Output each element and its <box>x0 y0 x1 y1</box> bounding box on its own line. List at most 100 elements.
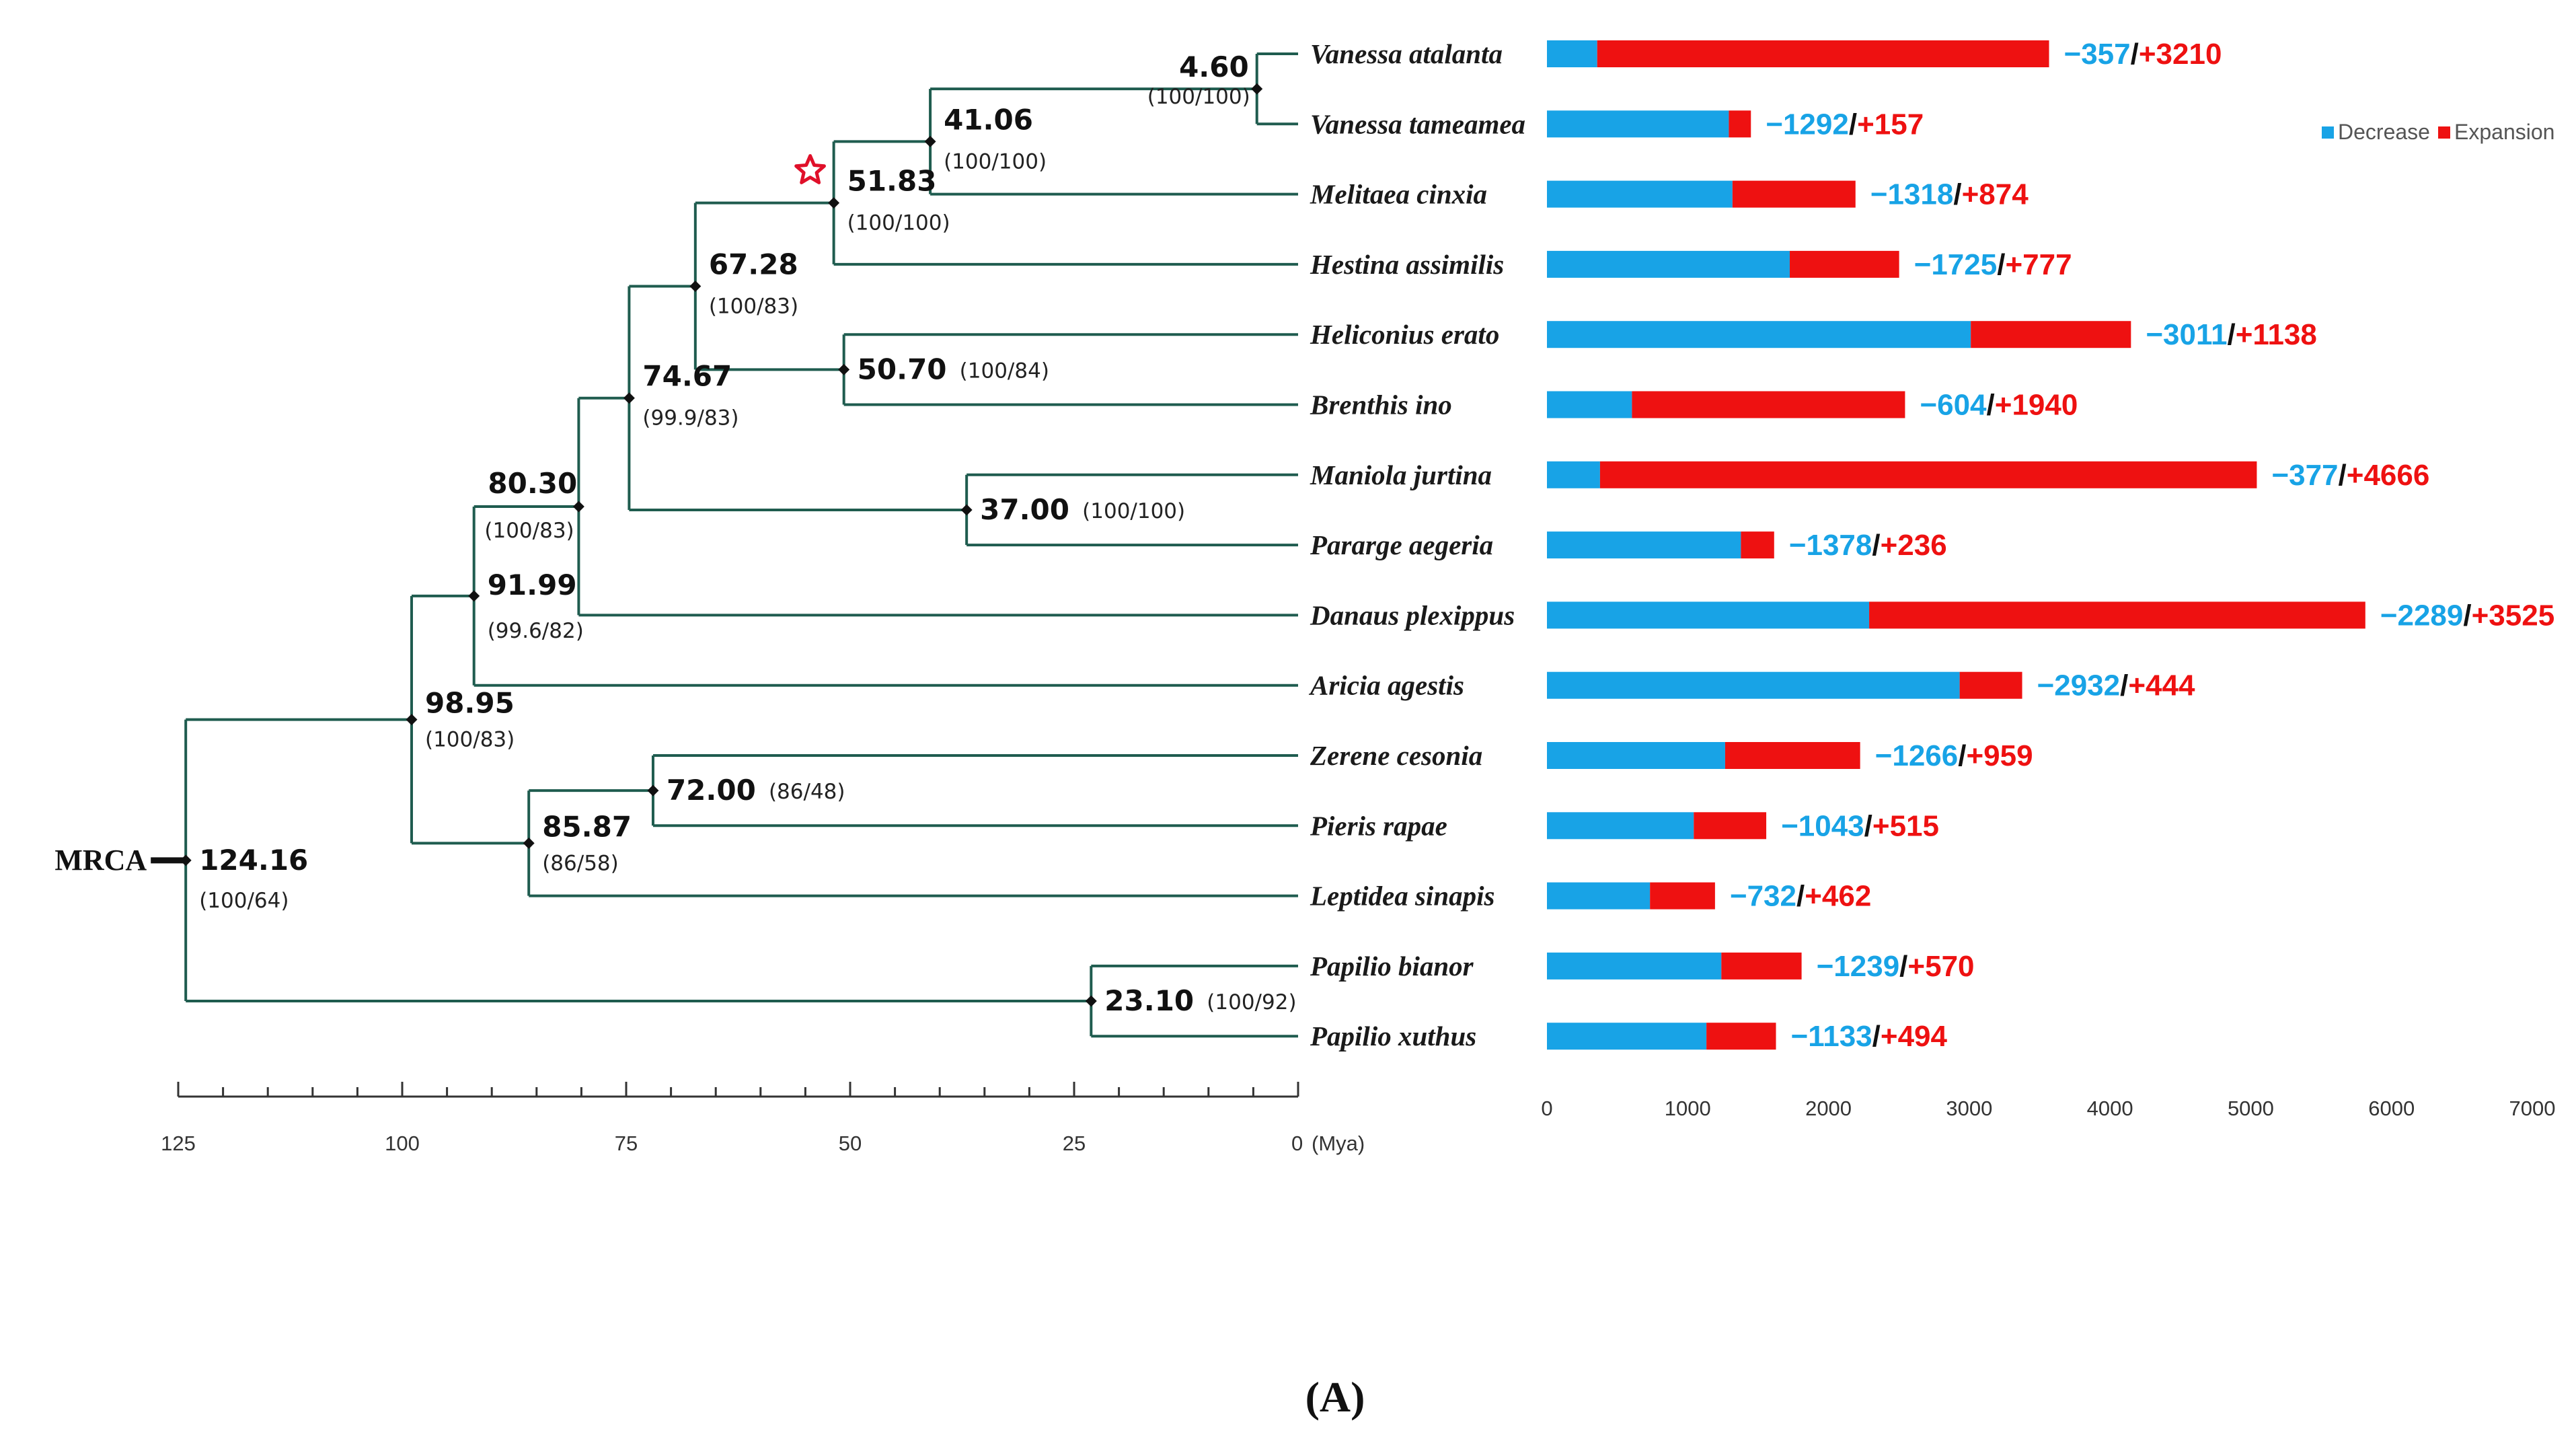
bar-data-label: −1043/+515 <box>1781 809 1939 842</box>
species-label: Papilio bianor <box>1310 951 1474 982</box>
bar-label-separator: / <box>2463 599 2471 632</box>
bar-label-decrease: −1043 <box>1781 809 1864 842</box>
bar-axis-tick-label: 4000 <box>2087 1097 2133 1120</box>
bar-label-expansion: +3210 <box>2139 38 2222 71</box>
node-support-label: (100/83) <box>709 294 798 318</box>
bar-label-expansion: +494 <box>1881 1020 1948 1053</box>
node-support-label: (100/84) <box>960 359 1049 383</box>
tree-node-marker <box>689 281 702 292</box>
bar-label-expansion: +444 <box>2128 669 2195 702</box>
legend: Decrease Expansion <box>2322 120 2554 144</box>
time-axis-unit-label: (Mya) <box>1312 1132 1365 1155</box>
species-label: Pararge aegeria <box>1310 529 1493 560</box>
tree-node-marker <box>572 501 584 513</box>
node-age-label: 85.87 <box>542 810 632 843</box>
bar-data-label: −732/+462 <box>1730 880 1871 913</box>
bar-label-expansion: +777 <box>2005 248 2072 281</box>
bar-decrease <box>1547 1023 1707 1050</box>
bar-decrease <box>1547 812 1694 840</box>
tree-node-marker <box>623 392 635 404</box>
root-label: MRCA <box>54 844 147 877</box>
bar-label-expansion: +236 <box>1881 529 1947 562</box>
star-icon <box>794 154 826 184</box>
node-age-label: 91.99 <box>488 568 577 601</box>
node-support-label: (100/100) <box>1082 499 1185 523</box>
bar-expansion <box>1741 531 1774 559</box>
bar-decrease <box>1547 250 1790 278</box>
bar-decrease <box>1547 882 1651 910</box>
bar-decrease <box>1547 531 1741 559</box>
bar-label-decrease: −732 <box>1730 880 1796 913</box>
bar-label-separator: / <box>1872 1020 1881 1053</box>
node-age-label: 124.16 <box>199 844 308 877</box>
bar-label-expansion: +1940 <box>1995 389 2078 422</box>
bar-axis-tick-label: 5000 <box>2228 1097 2274 1120</box>
bar-decrease <box>1547 601 1870 629</box>
bar-data-label: −1239/+570 <box>1817 950 1975 983</box>
bar-label-separator: / <box>2339 459 2347 492</box>
bar-label-separator: / <box>1953 178 1961 211</box>
bar-data-label: −357/+3210 <box>2064 38 2222 71</box>
tree-node-marker <box>1085 995 1097 1007</box>
bar-expansion <box>1959 671 2022 699</box>
tree-node-marker <box>828 197 840 209</box>
species-label: Danaus plexippus <box>1310 599 1515 630</box>
species-label: Maniola jurtina <box>1310 459 1492 490</box>
node-age-label: 50.70 <box>858 353 947 385</box>
bar-label-expansion: +570 <box>1907 950 1974 983</box>
bar-label-separator: / <box>1997 248 2005 281</box>
bar-expansion <box>1650 882 1715 910</box>
bar-label-decrease: −1266 <box>1875 739 1959 772</box>
bar-data-label: −1266/+959 <box>1875 739 2033 772</box>
species-label: Vanessa tameamea <box>1310 108 1525 139</box>
node-support-label: (100/100) <box>847 211 950 235</box>
node-age-label: 41.06 <box>944 103 1033 136</box>
bar-label-expansion: +1138 <box>2236 318 2317 351</box>
bar-label-decrease: −1239 <box>1817 950 1900 983</box>
node-age-label: 37.00 <box>980 493 1069 526</box>
bar-expansion <box>1632 391 1905 418</box>
node-age-label: 51.83 <box>847 165 937 198</box>
species-labels: Vanessa atalanta Vanessa tameamea Melitaea… <box>1308 38 1525 1051</box>
bar-label-decrease: −1292 <box>1766 108 1849 141</box>
bar-label-decrease: −357 <box>2064 38 2131 71</box>
bar-decrease <box>1547 180 1733 208</box>
bar-data-label: −2289/+3525 <box>2380 599 2554 632</box>
time-axis-tick-label: 50 <box>839 1132 862 1155</box>
species-label: Heliconius erato <box>1310 319 1499 350</box>
bar-label-separator: / <box>1796 880 1805 913</box>
tree-branches <box>151 52 1298 1038</box>
bar-label-decrease: −604 <box>1920 389 1987 422</box>
bar-label-decrease: −1318 <box>1870 178 1954 211</box>
bar-expansion <box>1732 180 1856 208</box>
bar-label-separator: / <box>2227 318 2235 351</box>
species-label: Melitaea cinxia <box>1310 179 1487 210</box>
bar-expansion <box>1597 40 2049 67</box>
time-axis-tick-label: 0 <box>1291 1132 1303 1155</box>
time-axis-tick-label: 75 <box>615 1132 638 1155</box>
species-label: Zerene cesonia <box>1310 740 1482 771</box>
bar-expansion <box>1706 1023 1776 1050</box>
bar-axis-tick-label: 6000 <box>2368 1097 2415 1120</box>
bar-axis-tick-label: 2000 <box>1805 1097 1852 1120</box>
node-support-label: (100/100) <box>944 149 1047 174</box>
legend-label-decrease: Decrease <box>2338 120 2430 144</box>
time-axis-tick-label: 125 <box>161 1132 196 1155</box>
bar-label-separator: / <box>1849 108 1857 141</box>
bar-data-label: −377/+4666 <box>2271 459 2429 492</box>
bar-label-decrease: −1725 <box>1914 248 1998 281</box>
species-label: Papilio xuthus <box>1310 1021 1476 1051</box>
bar-decrease <box>1547 952 1722 980</box>
node-support-label: (100/100) <box>1147 85 1250 109</box>
bar-label-separator: / <box>2120 669 2128 702</box>
bar-label-decrease: −3011 <box>2146 318 2227 351</box>
tree-nodes <box>180 83 1263 1007</box>
bar-expansion <box>1725 742 1860 769</box>
bar-data-label: −1292/+157 <box>1766 108 1924 141</box>
bar-axis-tick-label: 3000 <box>1946 1097 1992 1120</box>
bar-label-expansion: +157 <box>1857 108 1924 141</box>
tree-node-marker <box>180 854 192 866</box>
species-label: Brenthis ino <box>1310 390 1452 420</box>
bar-decrease <box>1547 110 1729 138</box>
species-label: Aricia agestis <box>1308 670 1464 701</box>
